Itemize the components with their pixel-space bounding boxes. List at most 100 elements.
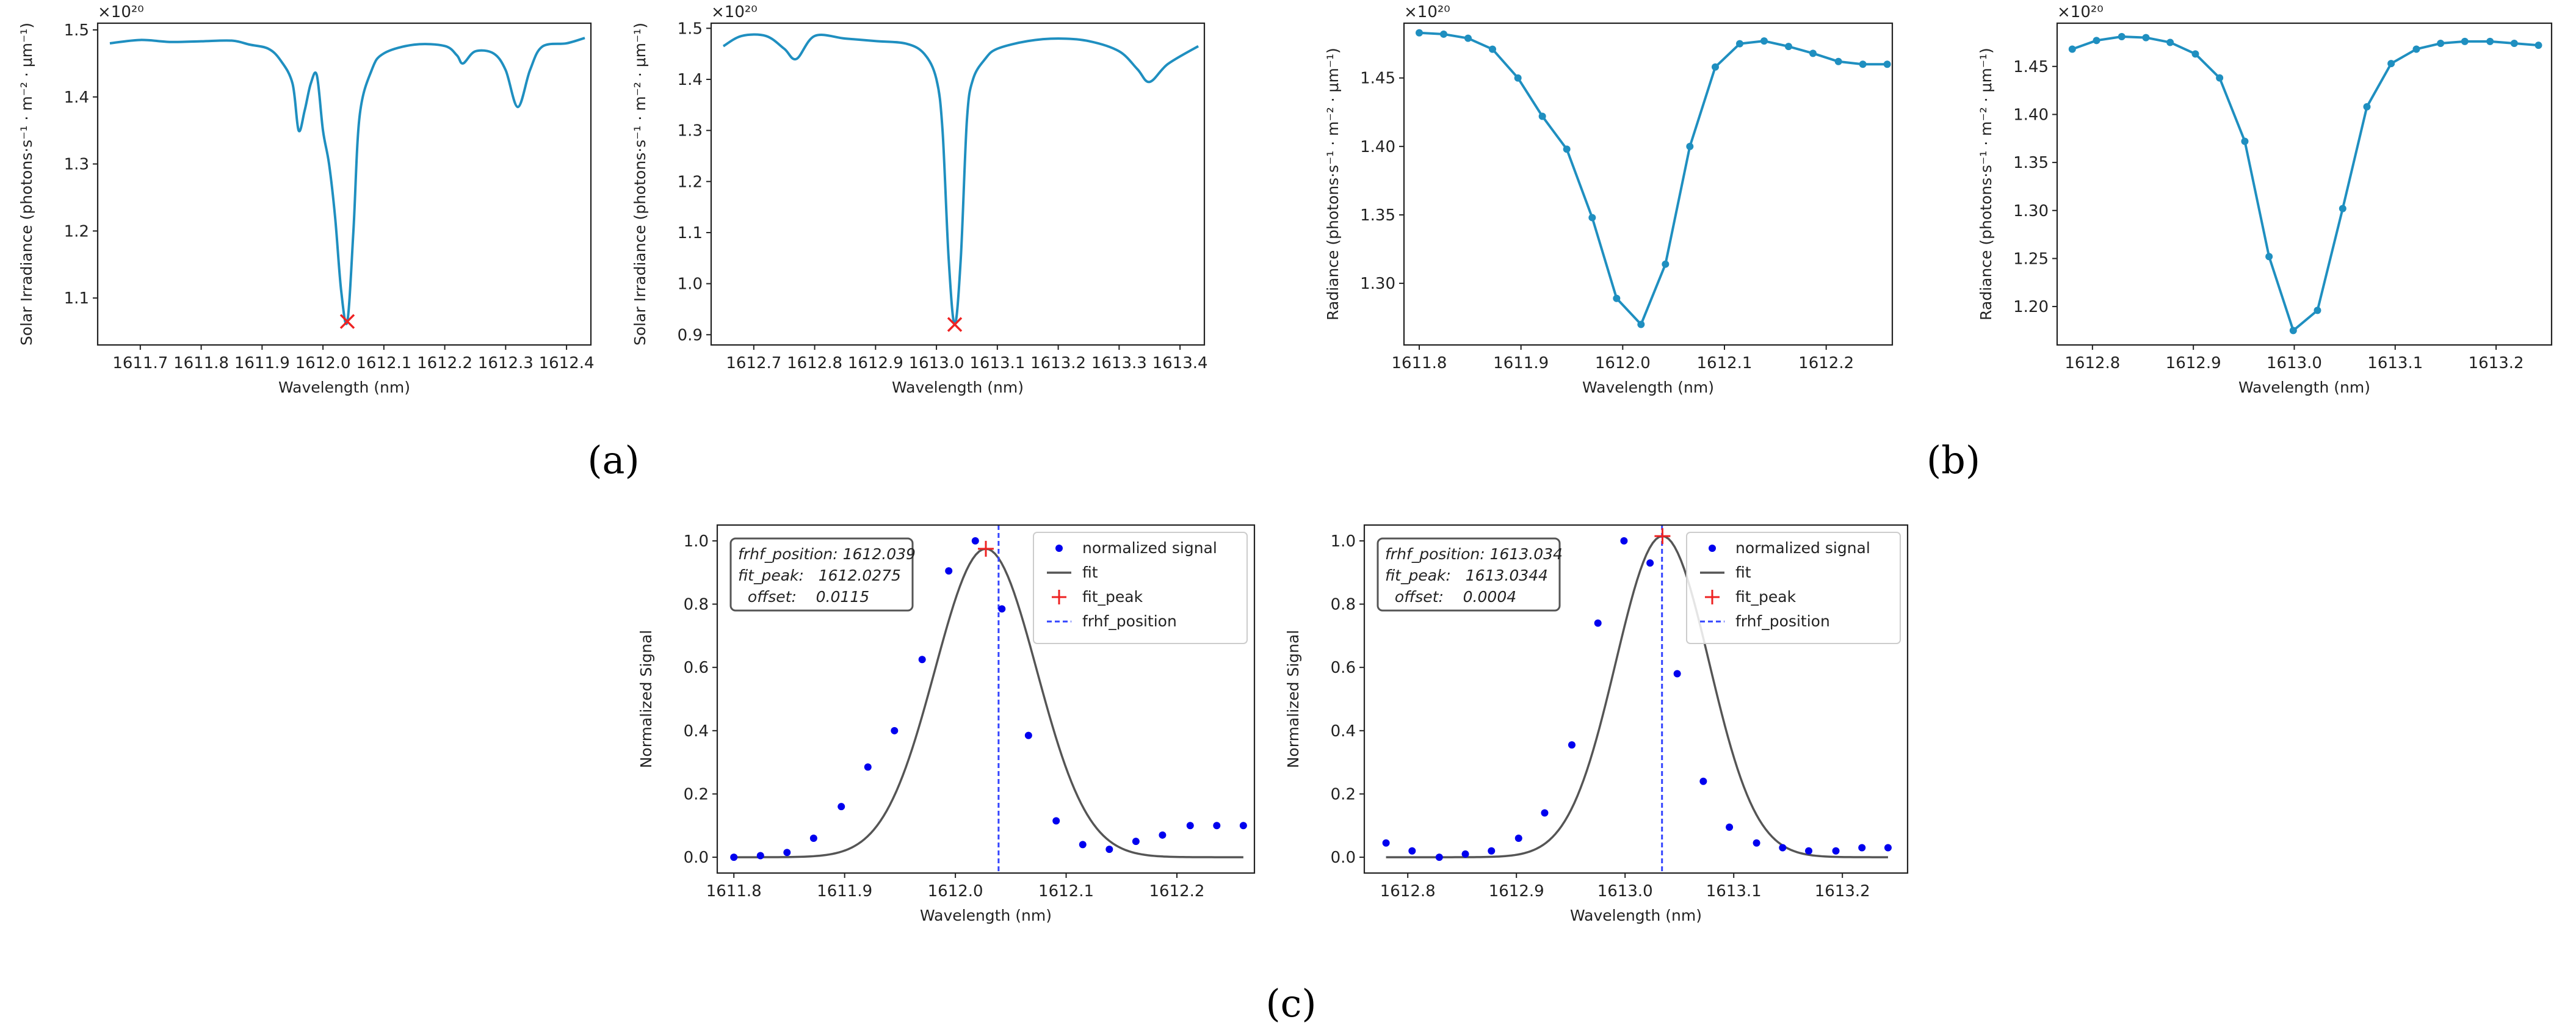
data-point	[2289, 327, 2297, 335]
legend-entry: normalized signal	[1082, 539, 1217, 557]
series-line	[2072, 35, 2539, 332]
chart-c1: 1611.8 1611.9 1612.0 1612.1 1612.2 0.0 0.2 0.4 0…	[637, 524, 1256, 924]
annotation-line: frhf_position: 1613.034	[1385, 545, 1563, 563]
axes-frame	[1403, 22, 1894, 346]
axes-frame	[2056, 22, 2553, 346]
y-tick-label: 0.0	[1331, 849, 1356, 867]
x-tick-label: 1612.9	[1489, 882, 1544, 901]
x-axis-label: Wavelength (nm)	[1582, 379, 1714, 396]
marker-stroke	[339, 314, 355, 329]
y-tick-label: 0.4	[1331, 722, 1356, 741]
y-tick-label: 1.5	[678, 20, 703, 38]
legend-entry: frhf_position	[1735, 612, 1830, 630]
fit-peak-marker	[1654, 528, 1671, 545]
annotation-box: frhf_position: 1612.039 fit_peak: 1612.02…	[729, 537, 916, 612]
data-point	[1588, 214, 1596, 222]
data-point	[2437, 40, 2445, 48]
data-point	[1637, 321, 1645, 328]
chart-layer: 1611.7 1611.8 1611.9 1612.0 1612.1 1612.2 1612…	[18, 3, 2553, 924]
y-tick-label: 1.0	[684, 532, 709, 551]
data-point	[1785, 43, 1792, 51]
signal-point	[1568, 741, 1576, 749]
signal-point	[1488, 847, 1496, 855]
y-exponent-label: ×10²⁰	[98, 3, 144, 21]
y-tick-label: 0.2	[684, 785, 709, 803]
y-tick-label: 1.4	[678, 71, 703, 89]
signal-point	[1805, 847, 1813, 855]
data-point	[2510, 40, 2518, 48]
data-point	[2142, 34, 2150, 42]
plot-area	[1416, 29, 1891, 328]
signal-point	[1753, 839, 1760, 847]
data-point	[1736, 40, 1743, 48]
x-axis-label: Wavelength (nm)	[920, 907, 1052, 924]
signal-point	[1779, 844, 1787, 852]
signal-point	[1159, 831, 1167, 839]
x-tick-label: 1612.2	[417, 354, 472, 372]
signal-point	[1884, 844, 1892, 852]
signal-point	[971, 537, 979, 545]
y-tick-label: 1.45	[2013, 58, 2049, 76]
x-tick-label: 1612.8	[1380, 882, 1436, 901]
y-axis-label: Radiance (photons·s⁻¹ · m⁻² · μm⁻¹)	[1977, 48, 1995, 321]
x-tick-label: 1612.2	[1798, 354, 1854, 372]
x-tick-label: 1611.9	[817, 882, 872, 901]
signal-point	[1382, 839, 1390, 847]
y-tick-label: 1.40	[1360, 138, 1395, 156]
data-point	[1489, 45, 1496, 53]
signal-point	[1435, 854, 1443, 861]
annotation-frame	[1377, 537, 1561, 612]
data-point	[1464, 34, 1472, 42]
y-axis-label: Normalized Signal	[637, 630, 655, 769]
signal-point	[1541, 809, 1549, 817]
y-tick-label: 1.5	[64, 21, 89, 40]
x-tick-label: 1611.9	[1493, 354, 1549, 372]
data-point	[1760, 37, 1768, 45]
signal-point	[864, 763, 872, 771]
signal-point	[1673, 670, 1681, 678]
x-tick-label: 1613.0	[909, 354, 964, 372]
axes-frame	[1363, 524, 1909, 874]
y-tick-label: 1.35	[1360, 206, 1395, 225]
legend-frame	[1686, 532, 1901, 644]
data-point	[2314, 306, 2321, 314]
y-axis-label: Solar Irradiance (photons·s⁻¹ · m⁻² · μm…	[18, 23, 35, 346]
signal-point	[809, 835, 817, 842]
x-tick-label: 1613.1	[969, 354, 1025, 372]
data-point	[1416, 29, 1423, 37]
annotation-line: frhf_position: 1612.039	[738, 545, 916, 563]
data-point	[2118, 33, 2126, 41]
x-tick-label: 1612.7	[726, 354, 781, 372]
signal-point	[783, 849, 791, 857]
x-tick-label: 1611.8	[1392, 354, 1447, 372]
y-tick-label: 0.4	[684, 722, 709, 741]
panel-label-b: (b)	[1927, 438, 1980, 482]
series-line	[1419, 31, 1887, 326]
data-point	[1883, 60, 1891, 68]
legend-entry: fit_peak	[1082, 588, 1143, 606]
y-tick-label: 1.4	[64, 89, 89, 107]
x-axis-label: Wavelength (nm)	[278, 379, 410, 396]
data-point	[2265, 253, 2273, 261]
signal-point	[891, 727, 899, 734]
y-tick-label: 1.2	[678, 173, 703, 191]
y-tick-label: 1.20	[2013, 298, 2049, 316]
fit-curve	[1386, 535, 1888, 858]
data-point	[2191, 50, 2199, 58]
annotation-line: fit_peak: 1612.0275	[738, 567, 901, 584]
signal-point	[1105, 846, 1113, 854]
x-axis-label: Wavelength (nm)	[892, 379, 1024, 396]
data-point	[1563, 145, 1571, 153]
panel-label-a: (a)	[587, 438, 639, 482]
annotation-box: frhf_position: 1613.034 fit_peak: 1613.03…	[1377, 537, 1563, 612]
y-tick-label: 1.2	[64, 222, 89, 241]
chart-a1: 1611.7 1611.8 1611.9 1612.0 1612.1 1612.2 1612…	[18, 3, 595, 396]
x-tick-label: 1611.8	[706, 882, 762, 901]
chart-c2: 1612.8 1612.9 1613.0 1613.1 1613.2 0.0 0.2 0.4 0…	[1284, 524, 1909, 924]
x-tick-label: 1612.0	[295, 354, 351, 372]
y-tick-label: 1.40	[2013, 106, 2049, 124]
legend-entry: fit	[1735, 564, 1751, 581]
data-point	[2241, 137, 2249, 145]
annotation-frame	[729, 537, 914, 612]
signal-point	[998, 605, 1006, 613]
